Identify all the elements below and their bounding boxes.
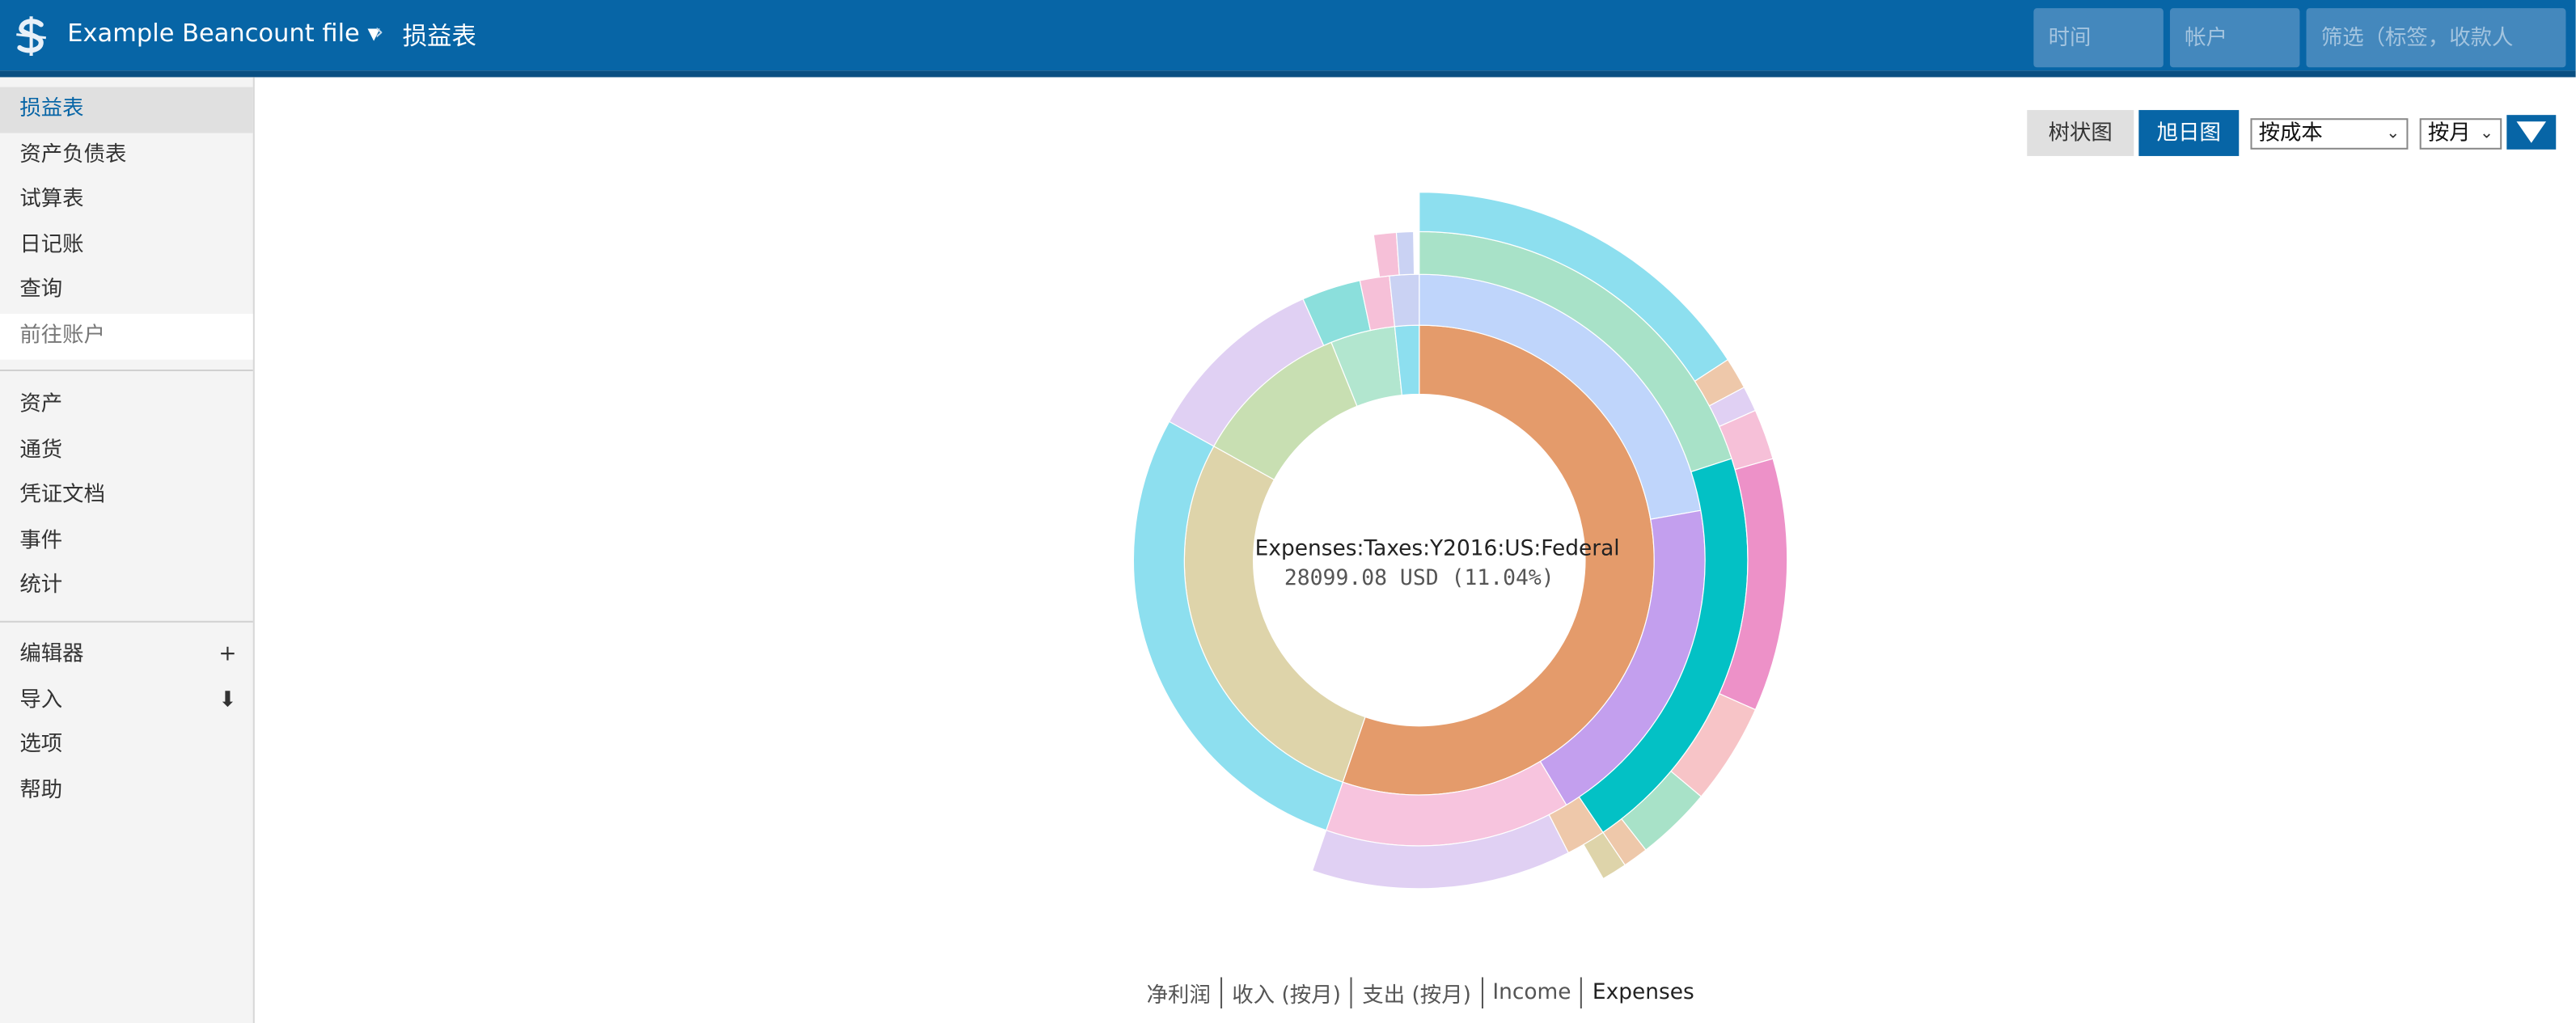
switcher-divider [1580,976,1583,1008]
triangle-down-icon [2516,121,2547,143]
sunburst-segment[interactable] [1373,231,1400,278]
sunburst-segment[interactable] [1132,421,1344,831]
sidebar-item-query[interactable]: 查询 [19,277,63,302]
sunburst-tab[interactable]: 旭日图 [2138,110,2240,156]
chart-switcher: 净利润 收入 (按月) 支出 (按月) Income Expenses [1136,975,1703,1008]
tag-payee-filter-input[interactable] [2306,8,2566,68]
account-filter-input[interactable] [2169,8,2300,68]
selected-account-value: 28099.08 USD (11.04%) [1284,566,1554,592]
sidebar-goto-account[interactable]: 前往账户 [0,313,253,360]
chart-link-income[interactable]: Income [1492,979,1571,1004]
add-icon[interactable]: + [218,642,237,667]
selected-account-label: Expenses:Taxes:Y2016:US:Federal [1254,537,1620,562]
chevron-down-icon: ⌄ [2386,125,2400,143]
file-switcher[interactable]: Example Beancount file ▾ [67,18,380,48]
sidebar-item-holdings[interactable]: 资产 [19,392,63,417]
conversion-select-value: 按成本 [2258,121,2323,146]
switcher-divider [1351,976,1353,1008]
sunburst-segment[interactable] [1583,831,1626,880]
sunburst-segment[interactable] [1389,273,1420,328]
chart-link-expenses-monthly[interactable]: 支出 (按月) [1362,983,1471,1008]
sidebar-item-commodities[interactable]: 通货 [19,438,63,463]
time-filter-input[interactable] [2033,8,2164,68]
page-title: 损益表 [402,21,477,51]
download-icon[interactable]: ⬇ [218,687,237,713]
treemap-tab[interactable]: 树状图 [2027,110,2134,156]
sunburst-segment[interactable] [1395,230,1415,276]
top-bar-rule [0,70,2576,78]
sidebar-item-events[interactable]: 事件 [19,528,63,554]
sidebar-divider [0,369,253,372]
sidebar-item-label: 编辑器 [19,642,84,667]
switcher-divider [1220,976,1223,1008]
sidebar: 损益表 资产负债表 试算表 日记账 查询 前往账户 资产 通货 凭证文档 事件 … [0,77,255,1023]
chevron-down-icon: ⌄ [2480,125,2494,143]
sidebar-item-editor[interactable]: 编辑器 + [0,632,253,678]
sidebar-item-statistics[interactable]: 统计 [19,573,63,598]
sunburst-segment[interactable] [1311,814,1570,890]
sidebar-item-journal[interactable]: 日记账 [19,233,84,258]
sidebar-divider [0,620,253,623]
sidebar-item-trial-balance[interactable]: 试算表 [19,187,84,212]
chart-link-net-profit[interactable]: 净利润 [1146,983,1211,1008]
breadcrumb-separator: › [374,19,384,46]
switcher-divider [1481,976,1483,1008]
sidebar-item-balance-sheet[interactable]: 资产负债表 [19,142,127,168]
chart-link-expenses[interactable]: Expenses [1592,979,1694,1004]
conversion-select[interactable]: 按成本 ⌄ [2250,118,2409,150]
sidebar-item-options[interactable]: 选项 [19,732,63,758]
sidebar-item-import[interactable]: 导入 ⬇ [0,678,253,725]
sidebar-item-label: 导入 [19,687,63,713]
beancount-logo-icon[interactable] [10,15,53,57]
interval-select[interactable]: 按月 ⌄ [2419,118,2502,150]
interval-select-value: 按月 [2427,121,2471,146]
sidebar-item-income-statement[interactable]: 损益表 [0,87,253,133]
toggle-chart-button[interactable] [2506,115,2557,150]
chart-link-income-monthly[interactable]: 收入 (按月) [1232,983,1341,1008]
sidebar-item-help[interactable]: 帮助 [19,778,63,804]
sidebar-item-documents[interactable]: 凭证文档 [19,483,106,508]
